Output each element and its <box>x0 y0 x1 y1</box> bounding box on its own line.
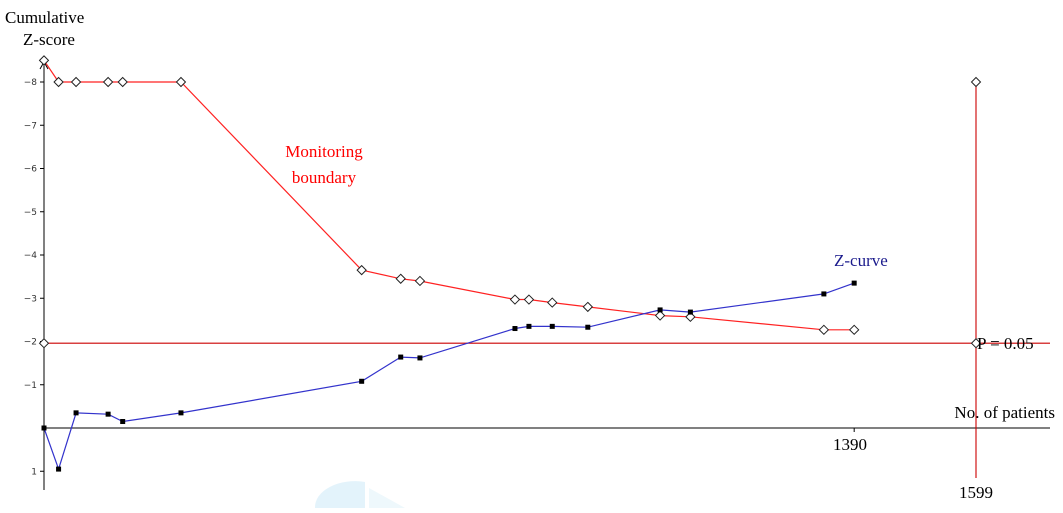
monitoring-boundary-point <box>117 76 128 88</box>
z-curve-point <box>657 307 663 313</box>
monitoring-boundary-point <box>414 275 426 287</box>
monitoring-boundary-point <box>70 76 82 88</box>
z-curve-point <box>359 378 365 384</box>
z-curve-point <box>585 324 591 330</box>
monitoring-boundary-point <box>38 55 50 66</box>
y-axis-label-line2: Z-score <box>23 30 75 49</box>
annotation-monitoring-boundary-line2: boundary <box>292 168 357 187</box>
monitoring-boundary-point <box>356 264 367 276</box>
y-tick-label: −3 <box>24 294 37 304</box>
reference-lines <box>44 82 1050 478</box>
z-curve-point <box>73 410 79 416</box>
z-curve-point <box>105 411 111 417</box>
monitoring-boundary-line <box>43 60 855 331</box>
monitoring-boundary-point <box>970 338 982 349</box>
monitoring-boundary-point <box>175 76 187 88</box>
chart-labels: Cumulative Z-score No. of patients P = 0… <box>5 8 1055 502</box>
y-tick-label: −7 <box>24 121 37 131</box>
z-curve-line <box>43 282 855 471</box>
monitoring-boundary-point <box>395 273 406 284</box>
x-tick-label-1390: 1390 <box>833 435 867 454</box>
monitoring-boundary-point <box>38 338 50 349</box>
z-curve-point <box>512 326 518 332</box>
monitoring-boundary-point <box>818 324 830 336</box>
y-tick-label: 1 <box>31 467 37 477</box>
y-tick-label: −4 <box>24 251 38 261</box>
monitoring-boundary-point <box>509 294 521 305</box>
y-tick-label: −6 <box>24 165 38 175</box>
z-curve-point <box>56 466 62 472</box>
monitoring-boundary-point <box>523 294 535 305</box>
monitoring-boundary-point <box>654 310 666 321</box>
z-curve-point <box>549 323 555 329</box>
monitoring-boundary-point <box>685 311 696 323</box>
z-curve-point <box>398 354 404 360</box>
y-tick-label: −2 <box>24 338 37 348</box>
z-curve-point <box>687 309 693 315</box>
monitoring-boundary-point <box>53 76 64 88</box>
x-tick-label-1599: 1599 <box>959 483 993 502</box>
z-curve-point <box>417 355 423 361</box>
z-curve-point <box>851 280 857 286</box>
monitoring-boundary-point <box>582 301 594 313</box>
monitoring-boundary-point <box>102 76 114 88</box>
series-layer <box>38 55 982 472</box>
z-curve-point <box>178 410 184 416</box>
z-curve-point <box>526 323 532 329</box>
y-tick-label: −1 <box>24 381 37 391</box>
z-curve-point <box>821 291 827 297</box>
y-axis-label-line1: Cumulative <box>5 8 84 27</box>
z-curve-point <box>120 419 126 425</box>
y-tick-label: −8 <box>24 78 38 88</box>
monitoring-boundary-point <box>848 324 860 336</box>
reference-line-label: P = 0.05 <box>977 334 1034 353</box>
monitoring-boundary-point <box>547 297 558 308</box>
annotation-monitoring-boundary-line1: Monitoring <box>285 142 363 161</box>
z-curve-point <box>41 425 47 431</box>
y-tick-label: −5 <box>24 208 37 218</box>
x-axis-label: No. of patients <box>954 403 1055 422</box>
axes: −8 −7 −6 −5 −4 −3 −2 −1 1 <box>24 60 1050 490</box>
monitoring-boundary-point <box>970 76 982 88</box>
annotation-z-curve: Z-curve <box>834 251 888 270</box>
